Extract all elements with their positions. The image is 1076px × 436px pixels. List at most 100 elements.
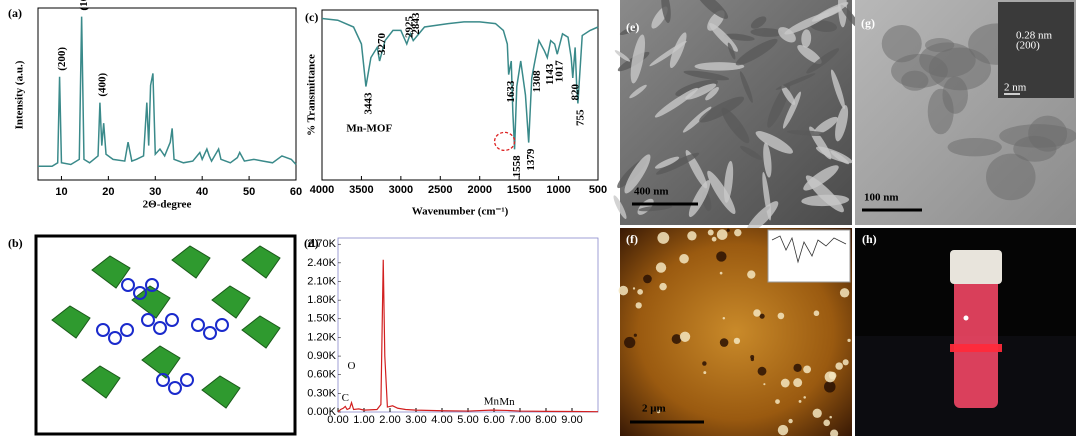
afm-spot — [751, 358, 754, 361]
x-tick-label: 4000 — [310, 184, 334, 196]
afm-spot — [680, 332, 690, 342]
annotation: 1017 — [554, 60, 566, 82]
x-tick-label: 8.00 — [535, 414, 556, 426]
reflection — [964, 316, 969, 321]
afm-spot — [712, 237, 717, 242]
afm-spot — [803, 396, 806, 399]
panel-label: (c) — [305, 10, 318, 24]
data-line — [338, 260, 598, 412]
y-tick-label: 0.60K — [307, 369, 336, 381]
annotation: 3443 — [362, 92, 374, 115]
afm-spot — [703, 371, 706, 374]
afm-spot — [723, 317, 725, 319]
afm-spot — [637, 289, 643, 295]
afm-spot — [672, 334, 682, 344]
afm-spot — [747, 270, 755, 278]
scale-bar-label: 2 μm — [642, 403, 666, 415]
annotation: 2843 — [410, 12, 422, 35]
panel-label: (a) — [8, 6, 22, 20]
annotation: Mn — [484, 396, 500, 408]
x-tick-label: 30 — [149, 186, 161, 198]
afm-spot — [636, 302, 642, 308]
afm-spot — [656, 262, 666, 272]
profile-inset — [768, 230, 850, 282]
x-tick-label: 1500 — [507, 184, 531, 196]
y-tick-label: 2.70K — [307, 238, 336, 250]
afm-spot — [659, 283, 666, 290]
plot-frame — [38, 8, 296, 180]
x-tick-label: 500 — [589, 184, 607, 196]
panel-label: (f) — [626, 232, 638, 246]
annotation: C — [342, 392, 349, 404]
annotation: 1379 — [525, 148, 537, 171]
x-tick-label: 1.00 — [353, 414, 374, 426]
annotation: (400) — [96, 72, 108, 96]
afm-spot — [778, 313, 785, 320]
annotation: 820 — [569, 84, 581, 101]
y-tick-label: 0.90K — [307, 350, 336, 362]
x-tick-label: 10 — [55, 186, 67, 198]
annotation: 1558 — [511, 155, 523, 178]
afm-spot — [633, 287, 635, 289]
afm-spot — [634, 334, 637, 337]
y-axis-label: % Transmittance — [306, 54, 318, 136]
y-tick-label: 1.20K — [307, 331, 336, 343]
annotation: 1308 — [531, 70, 543, 93]
afm-spot — [775, 399, 780, 404]
particle — [986, 154, 1036, 201]
x-axis-label: 2Θ-degree — [143, 199, 192, 211]
y-tick-label: 2.40K — [307, 257, 336, 269]
y-tick-label: 1.80K — [307, 294, 336, 306]
y-tick-label: 1.50K — [307, 313, 336, 325]
vial — [954, 278, 998, 408]
afm-spot — [624, 337, 635, 348]
x-tick-label: 2500 — [428, 184, 452, 196]
particle — [901, 71, 928, 91]
afm-spot — [843, 359, 849, 365]
afm-spot — [753, 309, 761, 317]
afm-spot — [793, 378, 802, 387]
afm-spot — [778, 425, 788, 435]
afm-spot — [716, 251, 726, 261]
laser-beam — [950, 344, 1002, 352]
afm-spot — [720, 272, 723, 275]
particle — [999, 124, 1076, 148]
particle — [919, 42, 975, 77]
particle — [928, 89, 954, 135]
particle — [882, 25, 922, 62]
y-tick-label: 0.00K — [307, 406, 336, 418]
afm-spot — [679, 254, 689, 264]
x-tick-label: 50 — [243, 186, 255, 198]
annotation: (100) — [78, 0, 90, 11]
scale-bar-label: 100 nm — [864, 192, 899, 204]
afm-spot — [763, 383, 765, 385]
inset-plane: (200) — [1016, 40, 1040, 52]
x-tick-label: 3000 — [389, 184, 413, 196]
annotation: 3270 — [376, 33, 388, 56]
afm-spot — [781, 379, 790, 388]
x-tick-label: 1000 — [546, 184, 570, 196]
vial-cap — [950, 250, 1002, 284]
y-tick-label: 0.30K — [307, 387, 336, 399]
scale-bar-label: 400 nm — [634, 186, 669, 198]
data-line — [38, 17, 296, 167]
annotation: Mn — [499, 396, 515, 408]
y-axis-label: Intensity (a.u.) — [14, 60, 26, 129]
x-tick-label: 20 — [102, 186, 114, 198]
panel-label: (e) — [626, 20, 639, 34]
plot-frame — [338, 238, 598, 412]
x-tick-label: 2.00 — [379, 414, 400, 426]
x-tick-label: 40 — [196, 186, 208, 198]
afm-spot — [657, 232, 669, 244]
x-tick-label: 7.00 — [509, 414, 530, 426]
afm-spot — [847, 339, 850, 342]
figure: (b) (e) 400 nm 0.28 nm (200) 2 nm (g) 10… — [0, 0, 1076, 436]
panel-label: (h) — [862, 232, 877, 246]
y-tick-label: 2.10K — [307, 275, 336, 287]
afm-spot — [708, 230, 714, 236]
afm-spot — [814, 310, 820, 316]
afm-spot — [824, 381, 836, 393]
afm-spot — [829, 416, 832, 419]
annotation: 1633 — [505, 80, 517, 103]
afm-spot — [727, 229, 730, 232]
